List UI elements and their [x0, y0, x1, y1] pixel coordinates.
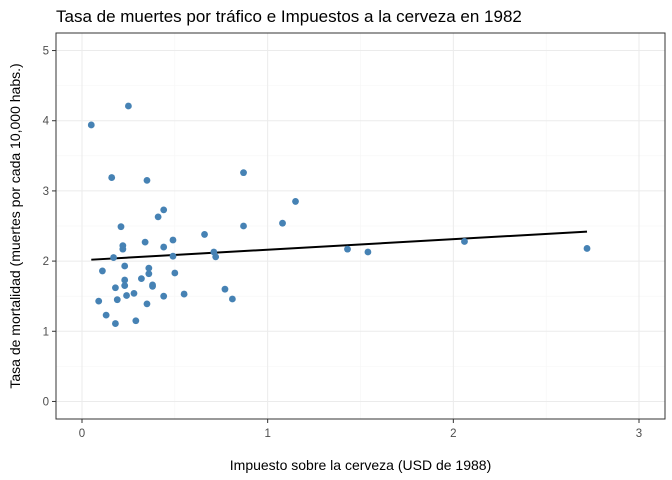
- x-axis-title: Impuesto sobre la cerveza (USD de 1988): [230, 457, 491, 473]
- y-tick-label: 3: [43, 186, 49, 198]
- y-tick-label: 2: [43, 256, 49, 268]
- data-point: [87, 121, 95, 129]
- data-point: [132, 317, 140, 325]
- y-tick-label: 1: [43, 326, 49, 338]
- y-tick-label: 4: [43, 116, 50, 128]
- data-point: [138, 275, 145, 283]
- y-tick-label: 0: [43, 396, 49, 408]
- x-tick-label: 3: [636, 428, 642, 440]
- data-point: [169, 252, 177, 260]
- data-point: [221, 285, 229, 293]
- plot-panel-border: [55, 32, 666, 420]
- data-point: [240, 169, 247, 177]
- data-point: [112, 320, 119, 327]
- data-point: [125, 102, 132, 110]
- data-point: [228, 295, 236, 303]
- data-point: [99, 267, 106, 275]
- data-point: [160, 206, 168, 214]
- axis-ticks: 0 1 2 3 0 1 2 3 4 5: [43, 46, 643, 440]
- data-point: [112, 284, 119, 292]
- y-axis-title: Tasa de mortalidad (muertes por cada 10,…: [7, 63, 23, 388]
- data-point: [240, 222, 247, 230]
- data-point: [169, 236, 177, 244]
- data-point: [364, 248, 372, 256]
- data-point: [113, 296, 121, 304]
- data-point: [95, 297, 103, 305]
- data-point: [119, 245, 127, 253]
- data-point: [121, 282, 129, 290]
- data-point: [212, 253, 220, 261]
- data-point: [583, 245, 591, 252]
- data-point: [145, 264, 153, 272]
- data-point: [149, 282, 156, 290]
- data-point: [143, 176, 151, 184]
- x-tick-label: 2: [450, 428, 456, 440]
- data-point: [180, 290, 188, 298]
- chart-grid: [56, 33, 665, 419]
- data-point: [141, 238, 149, 246]
- y-tick-label: 5: [43, 46, 49, 58]
- data-point: [121, 276, 129, 284]
- chart-title: Tasa de muertes por tráfico e Impuestos …: [56, 7, 522, 26]
- data-point: [160, 292, 168, 300]
- data-point: [171, 269, 179, 277]
- data-point: [121, 262, 129, 270]
- data-point: [110, 254, 117, 261]
- scatter-points: [87, 102, 591, 327]
- data-point: [143, 300, 151, 308]
- data-point: [154, 213, 162, 221]
- data-point: [279, 219, 286, 227]
- data-point: [130, 289, 138, 297]
- data-point: [102, 311, 110, 319]
- data-point: [160, 243, 168, 251]
- data-point: [344, 245, 351, 253]
- data-point: [123, 292, 130, 299]
- x-tick-label: 1: [264, 428, 270, 440]
- data-point: [108, 174, 116, 181]
- x-tick-label: 0: [79, 428, 85, 440]
- data-point: [461, 238, 468, 245]
- data-point: [117, 223, 125, 231]
- data-point: [145, 270, 153, 278]
- data-point: [201, 231, 208, 238]
- data-point: [292, 198, 299, 205]
